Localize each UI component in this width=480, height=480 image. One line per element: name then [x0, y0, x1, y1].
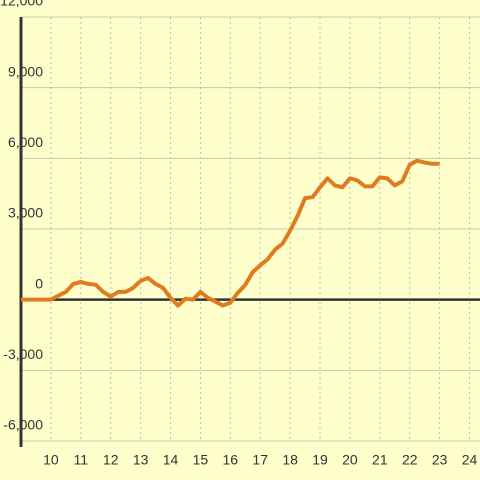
y-tick-label: 9,000 [8, 63, 43, 79]
x-tick-label: 16 [223, 452, 239, 468]
y-tick-label: 3,000 [8, 205, 43, 221]
x-tick-label: 10 [43, 452, 59, 468]
x-tick-label: 23 [432, 452, 448, 468]
x-tick-label: 14 [163, 452, 179, 468]
y-tick-label: 0 [35, 275, 43, 291]
x-tick-label: 18 [282, 452, 298, 468]
y-tick-label: 6,000 [8, 134, 43, 150]
x-tick-label: 11 [74, 452, 89, 468]
x-tick-label: 12 [103, 452, 119, 468]
x-tick-label: 13 [133, 452, 149, 468]
x-tick-label: 21 [372, 452, 388, 468]
x-tick-label: 22 [402, 452, 418, 468]
y-tick-label: -6,000 [3, 417, 43, 433]
x-tick-label: 19 [312, 452, 328, 468]
y-tick-label: -3,000 [3, 346, 43, 362]
line [21, 158, 440, 308]
y-tick-label: 12,000 [0, 0, 43, 9]
x-tick-label: 15 [193, 452, 209, 468]
x-tick-label: 17 [252, 452, 268, 468]
x-tick-label: 24 [462, 452, 478, 468]
x-tick-label: 20 [342, 452, 358, 468]
